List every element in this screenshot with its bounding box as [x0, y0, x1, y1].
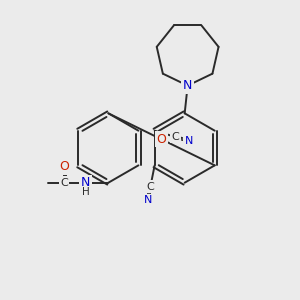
Text: C: C	[60, 178, 68, 188]
Text: N: N	[81, 176, 90, 189]
Text: H: H	[82, 187, 89, 196]
Text: O: O	[59, 160, 69, 173]
Text: C: C	[146, 182, 154, 192]
Text: O: O	[157, 133, 166, 146]
Text: N: N	[184, 136, 193, 146]
Text: N: N	[143, 195, 152, 205]
Text: N: N	[183, 79, 192, 92]
Text: C: C	[172, 132, 179, 142]
